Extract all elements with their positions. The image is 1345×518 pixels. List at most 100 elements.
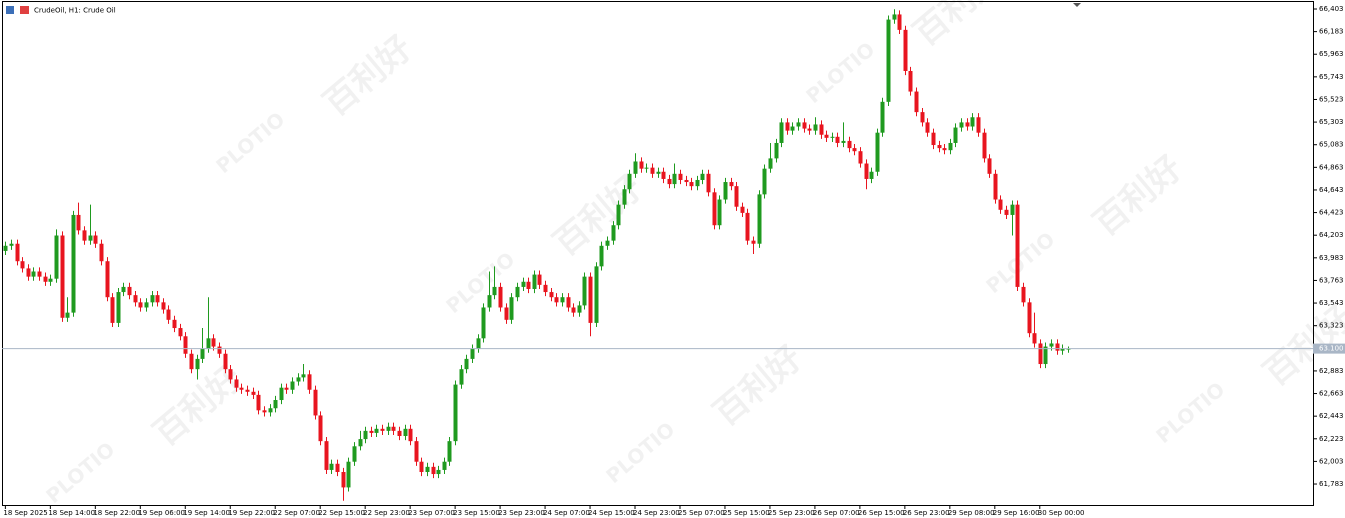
y-tick-label: 61,783 — [1319, 480, 1344, 488]
candle-body — [408, 428, 413, 442]
candle-body — [425, 466, 430, 472]
candle-body — [48, 278, 53, 282]
candle-body — [273, 400, 278, 409]
candle-body — [20, 261, 25, 269]
x-tick-label: 19 Sep 06:00 — [138, 509, 185, 517]
candle-body — [633, 161, 638, 174]
candle-body — [953, 127, 958, 143]
candle-body — [504, 307, 509, 320]
candle-body — [684, 179, 689, 183]
candle-body — [15, 243, 20, 262]
x-tick-label: 24 Sep 15:00 — [588, 509, 635, 517]
candle-body — [599, 245, 604, 267]
x-tick-label: 29 Sep 16:00 — [993, 509, 1040, 517]
candle-body — [976, 117, 981, 133]
candle-body — [740, 206, 745, 213]
candle-body — [239, 387, 244, 390]
y-tick-label: 65,083 — [1319, 141, 1344, 149]
candle-body — [807, 128, 812, 131]
x-tick-label: 18 Sep 14:00 — [48, 509, 95, 517]
candle-body — [31, 271, 36, 277]
price-label: 63.100 — [1319, 345, 1344, 353]
candle-body — [914, 91, 919, 113]
candle-body — [543, 284, 548, 293]
y-tick-label: 63,763 — [1319, 276, 1344, 284]
x-tick-label: 19 Sep 22:00 — [228, 509, 275, 517]
candle-body — [1049, 343, 1054, 347]
candle-body — [341, 471, 346, 488]
candle-body — [875, 132, 880, 172]
candle-body — [76, 214, 81, 231]
x-tick-label: 26 Sep 15:00 — [858, 509, 905, 517]
candle-body — [105, 261, 110, 298]
candle-body — [948, 142, 953, 151]
candle-body — [403, 428, 408, 437]
plot-frame — [2, 1, 1314, 506]
candle-body — [436, 469, 441, 475]
candle-body — [734, 186, 739, 207]
candle-body — [161, 302, 166, 310]
candle-body — [942, 148, 947, 151]
x-tick-label: 25 Sep 23:00 — [768, 509, 815, 517]
x-tick-label: 29 Sep 08:00 — [948, 509, 995, 517]
x-tick-label: 22 Sep 23:00 — [363, 509, 410, 517]
candle-body — [279, 387, 284, 401]
candle-body — [217, 346, 222, 354]
candle-body — [605, 240, 610, 246]
candle-body — [335, 463, 340, 472]
candle-body — [268, 408, 273, 413]
candle-body — [678, 173, 683, 180]
candle-body — [712, 192, 717, 226]
candle-body — [71, 214, 76, 313]
candle-body — [824, 134, 829, 138]
y-tick-label: 64,203 — [1319, 231, 1344, 239]
candle-body — [65, 312, 70, 318]
y-tick-label: 64,423 — [1319, 209, 1344, 217]
x-tick-label: 25 Sep 15:00 — [723, 509, 770, 517]
candle-body — [318, 415, 323, 442]
candle-body — [644, 167, 649, 169]
candle-body — [346, 461, 351, 488]
candle-body — [672, 173, 677, 185]
candle-body — [284, 387, 289, 390]
candle-body — [442, 461, 447, 470]
x-tick-label: 26 Sep 23:00 — [903, 509, 950, 517]
candle-body — [830, 136, 835, 138]
candle-body — [903, 29, 908, 71]
candle-body — [492, 286, 497, 296]
x-tick-label: 22 Sep 07:00 — [273, 509, 320, 517]
candle-body — [689, 182, 694, 187]
y-tick-label: 66,183 — [1319, 28, 1344, 36]
candle-body — [1004, 209, 1009, 215]
candle-body — [768, 158, 773, 169]
candle-body — [959, 122, 964, 128]
candle-body — [487, 295, 492, 308]
candles — [3, 9, 1071, 501]
candle-body — [762, 168, 767, 195]
candle-body — [869, 171, 874, 179]
candle-body — [166, 309, 171, 320]
candle-body — [1032, 333, 1037, 344]
y-tick-label: 65,963 — [1319, 50, 1344, 58]
candle-body — [358, 439, 363, 447]
candle-body — [925, 122, 930, 133]
candle-body — [470, 348, 475, 359]
candle-body — [577, 305, 582, 313]
x-tick-label: 23 Sep 15:00 — [453, 509, 500, 517]
candle-body — [453, 384, 458, 442]
candle-body — [526, 281, 531, 289]
candle-body — [329, 463, 334, 470]
x-tick-label: 25 Sep 07:00 — [678, 509, 725, 517]
candle-body — [88, 235, 93, 241]
candle-body — [886, 19, 891, 102]
candle-body — [987, 158, 992, 174]
candle-body — [813, 124, 818, 131]
candle-body — [532, 274, 537, 289]
candle-body — [369, 430, 374, 433]
candle-body — [200, 348, 205, 359]
candle-body — [729, 182, 734, 187]
candle-body — [116, 292, 121, 323]
candle-body — [324, 441, 329, 470]
